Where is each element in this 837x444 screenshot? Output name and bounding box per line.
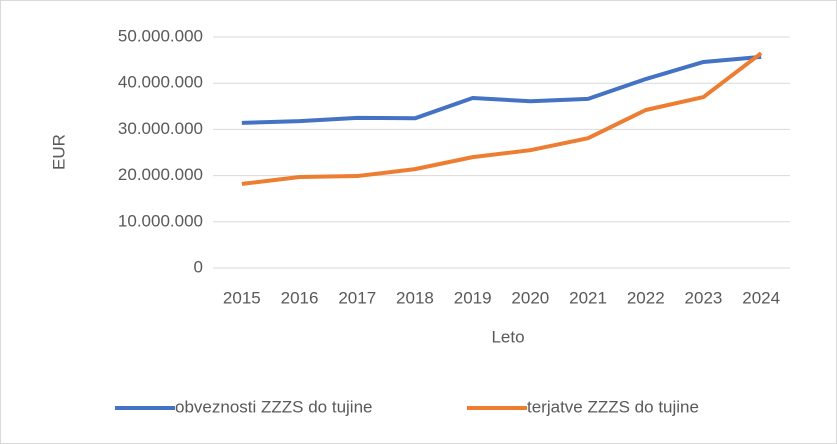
y-axis-title: EUR xyxy=(49,134,68,170)
x-tick-label: 2016 xyxy=(281,288,319,307)
y-tick-label: 50.000.000 xyxy=(118,26,203,45)
series-line xyxy=(241,54,762,125)
y-tick-label: 10.000.000 xyxy=(118,211,203,230)
x-tick-label: 2023 xyxy=(685,288,723,307)
series-line xyxy=(241,51,763,186)
x-tick-label: 2020 xyxy=(511,288,549,307)
x-tick-label: 2021 xyxy=(569,288,607,307)
legend-label: terjatve ZZZS do tujine xyxy=(527,397,699,416)
x-tick-label: 2015 xyxy=(223,288,261,307)
legend-label: obveznosti ZZZS do tujine xyxy=(175,397,372,416)
x-tick-label: 2019 xyxy=(454,288,492,307)
y-tick-label: 0 xyxy=(194,257,203,276)
x-axis-title: Leto xyxy=(491,327,524,346)
x-tick-label: 2017 xyxy=(338,288,376,307)
y-tick-label: 20.000.000 xyxy=(118,165,203,184)
y-tick-label: 40.000.000 xyxy=(118,73,203,92)
x-tick-label: 2018 xyxy=(396,288,434,307)
x-tick-label: 2022 xyxy=(627,288,665,307)
y-tick-label: 30.000.000 xyxy=(118,119,203,138)
x-tick-label: 2024 xyxy=(742,288,780,307)
